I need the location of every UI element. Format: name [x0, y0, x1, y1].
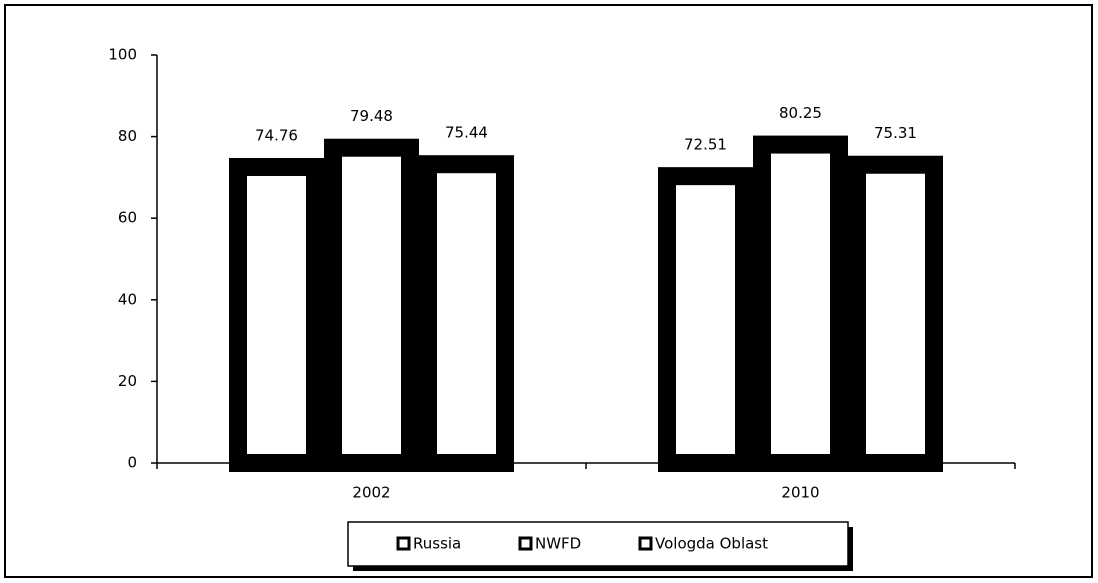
legend-label: NWFD [535, 535, 581, 553]
bar [229, 157, 324, 473]
legend-box [347, 521, 849, 567]
y-tick-label: 100 [108, 46, 137, 64]
x-tick-label: 2010 [781, 484, 819, 502]
y-tick-label: 80 [118, 127, 137, 145]
legend-label: Russia [413, 535, 461, 553]
bar [419, 155, 514, 472]
data-label: 75.44 [445, 124, 488, 142]
data-label: 75.31 [874, 124, 917, 142]
legend-swatch [518, 536, 533, 551]
legend-swatch [638, 536, 653, 551]
bar [848, 155, 943, 472]
data-label: 74.76 [255, 126, 298, 144]
data-label: 80.25 [779, 104, 822, 122]
x-tick-label: 2002 [352, 484, 390, 502]
y-tick-label: 60 [118, 209, 137, 227]
data-label: 72.51 [684, 136, 727, 154]
legend-label: Vologda Oblast [655, 535, 768, 553]
y-tick-label: 0 [127, 454, 137, 472]
legend-swatch [396, 536, 411, 551]
bar [324, 138, 419, 473]
y-tick-label: 40 [118, 290, 137, 308]
data-label: 79.48 [350, 107, 393, 125]
y-tick-label: 20 [118, 372, 137, 390]
bar [658, 167, 753, 472]
chart-frame [4, 4, 1093, 578]
bar [753, 135, 848, 473]
